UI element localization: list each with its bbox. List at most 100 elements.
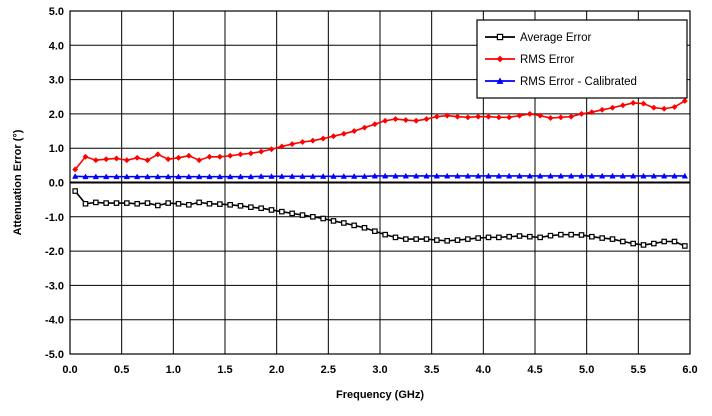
data-point-rms-error [92,157,99,164]
data-point-rms-error-calibrated [640,172,647,179]
data-point-rms-error [661,105,668,112]
y-tick-label: -5.0 [45,349,64,361]
x-tick-label: 5.5 [631,364,646,376]
data-point-rms-error [361,124,368,131]
data-point-average-error [527,233,533,240]
data-point-rms-error-calibrated [547,172,554,179]
data-point-average-error [475,235,481,241]
data-point-rms-error-calibrated [134,173,141,180]
data-point-rms-error [340,130,347,137]
data-point-rms-error [371,121,378,128]
data-point-rms-error [578,110,585,117]
x-axis-title: Frequency (GHz) [336,389,424,401]
data-point-rms-error-calibrated [196,173,203,180]
x-tick-label: 3.0 [372,364,387,376]
data-point-rms-error [413,117,420,124]
legend-item-average-error: Average Error [485,32,592,44]
data-point-rms-error [382,117,389,124]
data-point-rms-error [227,152,234,159]
data-point-average-error [320,215,326,222]
data-point-rms-error [495,114,502,121]
data-point-rms-error [537,112,544,119]
data-point-rms-error-calibrated [485,172,492,179]
data-point-rms-error-calibrated [650,172,657,179]
data-point-rms-error-calibrated [506,172,513,179]
data-point-average-error [444,238,450,244]
data-point-average-error [413,236,419,242]
data-point-rms-error [402,117,409,124]
data-point-average-error [403,236,409,242]
data-point-average-error [454,237,461,243]
data-point-average-error [279,208,285,215]
data-point-average-error [661,238,667,245]
data-point-rms-error [464,114,471,121]
data-point-rms-error [103,156,110,163]
data-point-average-error [372,228,378,235]
data-point-rms-error [392,115,399,123]
data-point-rms-error-calibrated [340,173,347,179]
legend-item-rms-error-calibrated: RMS Error - Calibrated [485,76,637,88]
x-tick-label: 4.5 [527,364,542,376]
y-tick-label: -1.0 [45,212,64,224]
data-point-rms-error [609,104,616,111]
data-point-average-error [547,232,554,239]
data-point-average-error [93,199,99,206]
data-point-rms-error-calibrated [361,173,368,179]
data-point-rms-error-calibrated [464,172,471,179]
data-point-rms-error-calibrated [413,172,420,179]
data-point-rms-error-calibrated [371,172,378,179]
data-point-average-error [341,220,347,226]
data-point-rms-error [506,114,513,121]
plot-border [69,10,691,355]
data-point-rms-error-calibrated [681,172,688,179]
data-point-average-error [310,214,316,220]
data-point-rms-error-calibrated [103,173,110,180]
data-point-rms-error-calibrated [289,173,296,179]
data-point-rms-error-calibrated [516,172,523,179]
data-point-rms-error-calibrated [258,173,265,179]
x-tick-label: 6.0 [682,364,697,376]
data-point-rms-error [485,113,492,120]
data-point-rms-error [475,113,482,120]
y-tick-label: -3.0 [45,280,64,292]
data-point-average-error [258,205,264,212]
y-tick-label: 4.0 [49,40,64,52]
legend-swatch-marker [496,33,504,41]
data-point-average-error [506,233,512,240]
data-point-rms-error [289,141,296,148]
data-point-rms-error-calibrated [123,173,130,180]
data-point-rms-error-calibrated [351,173,358,179]
data-point-rms-error [247,150,254,157]
data-point-rms-error-calibrated [144,173,151,180]
data-point-average-error [392,234,399,241]
data-point-rms-error [681,97,688,104]
data-point-rms-error [320,135,327,142]
data-point-rms-error-calibrated [206,173,213,180]
legend-swatch-marker [496,77,504,84]
data-point-rms-error-calibrated [72,173,79,179]
data-point-rms-error-calibrated [578,172,585,179]
legend: Average Error RMS Error RMS Error - Calibr… [476,19,688,99]
data-point-rms-error [278,143,285,150]
data-point-average-error [578,232,585,238]
legend-swatch-marker [496,55,504,63]
data-point-rms-error [650,104,657,111]
data-point-rms-error-calibrated [330,173,337,179]
data-point-rms-error-calibrated [475,172,482,179]
data-point-average-error [423,236,430,242]
data-point-average-error [103,200,109,206]
data-point-rms-error [123,157,130,164]
data-point-rms-error [454,113,461,120]
data-point-rms-error [588,109,595,116]
data-point-rms-error-calibrated [113,173,120,180]
data-point-rms-error-calibrated [609,172,616,179]
data-point-rms-error [423,115,430,123]
y-tick-label: 1.0 [49,143,64,155]
data-point-average-error [568,231,574,238]
data-point-rms-error-calibrated [557,172,564,179]
x-tick-label: 3.5 [424,364,439,376]
data-point-rms-error-calibrated [227,173,234,180]
data-point-rms-error-calibrated [278,173,285,179]
data-point-rms-error-calibrated [185,173,192,180]
data-point-rms-error-calibrated [237,173,244,180]
